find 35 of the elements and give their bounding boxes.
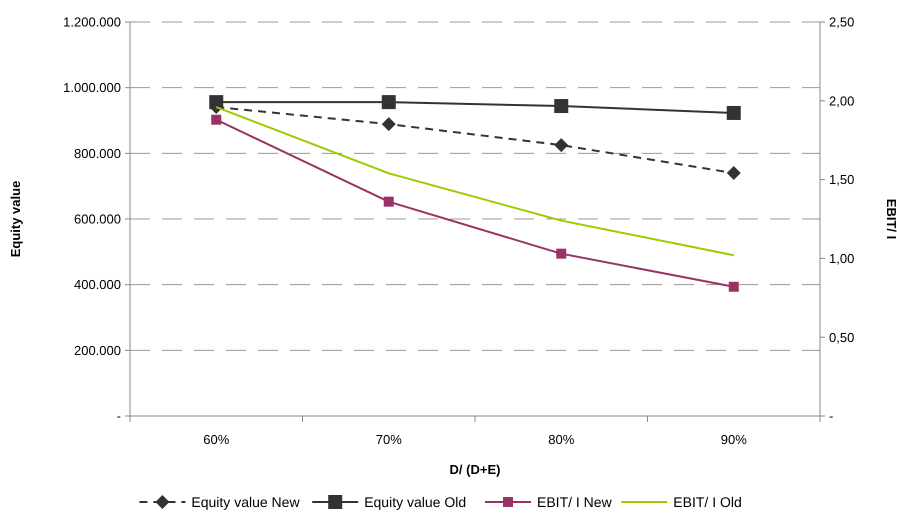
y2-tick-label: 0,50 xyxy=(829,330,854,345)
y-tick-label: 600.000 xyxy=(74,212,121,227)
point xyxy=(382,95,396,110)
point xyxy=(554,99,568,114)
point xyxy=(554,138,568,152)
x-tick-label: 70% xyxy=(376,432,402,447)
point xyxy=(382,117,396,132)
legend-label: Equity value New xyxy=(191,494,300,510)
point xyxy=(211,114,222,125)
y-tick-label: 1.200.000 xyxy=(63,14,121,30)
legend-label: EBIT/ I Old xyxy=(673,494,742,510)
x-axis-title: D/ (D+E) xyxy=(450,462,500,477)
y2-tick-label: 2,00 xyxy=(829,93,854,108)
y2-tick-label: 1,50 xyxy=(829,172,854,188)
x-tick-label: 60% xyxy=(203,432,230,447)
y-tick-label: - xyxy=(116,408,121,424)
point xyxy=(728,282,739,292)
point xyxy=(726,106,741,120)
point xyxy=(384,196,394,207)
y-tick-label: 800.000 xyxy=(74,146,121,161)
x-tick-label: 90% xyxy=(720,432,748,447)
y2-tick-label: 1,00 xyxy=(829,250,854,266)
y2-tick-label: 2,50 xyxy=(829,14,854,30)
y-tick-label: 200.000 xyxy=(74,342,121,358)
legend-label: Equity value Old xyxy=(364,494,466,510)
y-axis-title: Equity value xyxy=(8,180,23,258)
point xyxy=(726,166,741,180)
point xyxy=(556,248,566,259)
legend-label: EBIT/ I New xyxy=(537,494,613,510)
x-tick-label: 80% xyxy=(548,432,575,447)
y-tick-label: 400.000 xyxy=(74,277,121,292)
point xyxy=(209,95,224,110)
y2-tick-label: - xyxy=(829,408,834,424)
y2-axis-title: EBIT/ I xyxy=(884,198,897,240)
y-tick-label: 1.000.000 xyxy=(63,80,121,96)
